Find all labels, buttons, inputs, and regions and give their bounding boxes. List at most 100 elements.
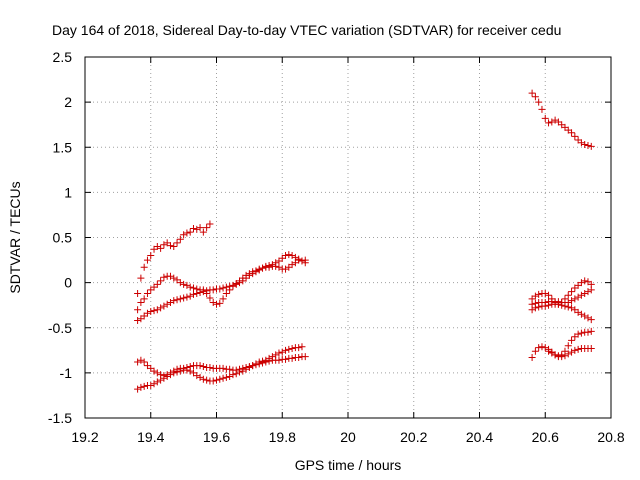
data-point-marker xyxy=(275,349,283,357)
data-point-marker xyxy=(189,224,197,232)
data-point-marker xyxy=(219,374,227,382)
data-point-marker xyxy=(134,289,142,297)
data-point-marker xyxy=(147,308,155,316)
data-point-marker xyxy=(239,367,247,375)
data-point-marker xyxy=(584,288,592,296)
data-point-marker xyxy=(584,328,592,336)
data-point-marker xyxy=(564,291,572,299)
data-point-marker xyxy=(222,373,230,381)
data-point-marker xyxy=(226,372,234,380)
data-point-marker xyxy=(574,308,582,316)
data-point-marker xyxy=(574,345,582,353)
data-point-marker xyxy=(160,241,168,249)
data-point-marker xyxy=(176,367,184,375)
data-point-marker xyxy=(541,344,549,352)
data-point-marker xyxy=(278,348,286,356)
data-point-marker xyxy=(577,279,585,287)
data-point-marker xyxy=(176,295,184,303)
x-tick-label: 20.2 xyxy=(400,429,427,445)
data-point-marker xyxy=(173,239,181,247)
data-point-marker xyxy=(153,378,161,386)
data-point-marker xyxy=(548,349,556,357)
data-point-marker xyxy=(548,118,556,126)
y-tick-label: 0.5 xyxy=(53,230,73,246)
data-point-marker xyxy=(568,336,576,344)
data-point-marker xyxy=(134,385,142,393)
data-point-marker xyxy=(528,300,536,308)
data-point-marker xyxy=(180,294,188,302)
series-sat-e xyxy=(134,343,306,393)
data-point-marker xyxy=(216,285,224,293)
data-point-marker xyxy=(147,382,155,390)
data-point-marker xyxy=(574,293,582,301)
data-point-marker xyxy=(134,306,142,314)
data-point-marker xyxy=(186,283,194,291)
data-point-marker xyxy=(203,376,211,384)
x-tick-label: 20.8 xyxy=(597,429,624,445)
data-point-marker xyxy=(196,373,204,381)
data-point-marker xyxy=(186,367,194,375)
data-point-marker xyxy=(538,343,546,351)
data-point-marker xyxy=(571,346,579,354)
data-point-marker xyxy=(538,105,546,113)
x-tick-label: 19.2 xyxy=(71,429,98,445)
data-point-marker xyxy=(137,356,145,364)
data-point-marker xyxy=(219,364,227,372)
marker-layer xyxy=(134,89,595,393)
data-point-marker xyxy=(206,363,214,371)
data-point-marker xyxy=(216,299,224,307)
data-point-marker xyxy=(157,277,165,285)
data-point-marker xyxy=(255,266,263,274)
data-point-marker xyxy=(186,228,194,236)
data-point-marker xyxy=(298,343,306,351)
data-point-marker xyxy=(288,354,296,362)
data-point-marker xyxy=(222,283,230,291)
data-point-marker xyxy=(577,139,585,147)
data-point-marker xyxy=(160,374,168,382)
data-point-marker xyxy=(232,280,240,288)
data-point-marker xyxy=(166,242,174,250)
data-point-marker xyxy=(143,289,151,297)
data-point-marker xyxy=(558,353,566,361)
data-point-marker xyxy=(255,358,263,366)
data-point-marker xyxy=(209,298,217,306)
data-point-marker xyxy=(541,289,549,297)
data-point-marker xyxy=(568,348,576,356)
data-point-marker xyxy=(551,351,559,359)
data-point-marker xyxy=(213,300,220,308)
y-tick-label: 0 xyxy=(64,275,72,291)
x-tick-label: 19.8 xyxy=(269,429,296,445)
data-point-marker xyxy=(219,284,227,292)
series-sat-c xyxy=(134,251,309,325)
data-point-marker xyxy=(137,274,145,282)
y-tick-label: 1 xyxy=(64,184,72,200)
y-tick-label: -1 xyxy=(60,365,73,381)
tick-layer: 19.2 19.4 19.6 19.8 20 20.2 20.4 20.6 20.8-1.5-1… xyxy=(48,49,625,445)
chart-title: Day 164 of 2018, Sidereal Day-to-day VTE… xyxy=(52,22,561,38)
data-point-marker xyxy=(219,295,227,303)
data-point-marker xyxy=(153,243,161,251)
data-point-marker xyxy=(568,288,576,296)
x-tick-label: 20.6 xyxy=(532,429,559,445)
data-point-marker xyxy=(571,132,579,140)
data-point-marker xyxy=(568,297,576,305)
data-point-marker xyxy=(183,229,191,237)
data-point-marker xyxy=(301,259,309,267)
data-point-marker xyxy=(163,372,171,380)
data-point-marker xyxy=(209,286,217,294)
y-tick-label: -1.5 xyxy=(48,410,72,426)
data-point-marker xyxy=(275,263,283,271)
data-point-marker xyxy=(183,293,191,301)
data-point-marker xyxy=(236,279,244,287)
data-point-marker xyxy=(564,298,572,306)
data-point-marker xyxy=(554,298,562,306)
y-tick-label: 2.5 xyxy=(53,49,73,65)
data-point-marker xyxy=(236,368,244,376)
data-point-marker xyxy=(193,289,201,297)
data-point-marker xyxy=(554,352,562,360)
data-point-marker xyxy=(193,225,201,233)
data-point-marker xyxy=(160,302,168,310)
data-point-marker xyxy=(166,272,174,280)
data-point-marker xyxy=(295,354,303,362)
